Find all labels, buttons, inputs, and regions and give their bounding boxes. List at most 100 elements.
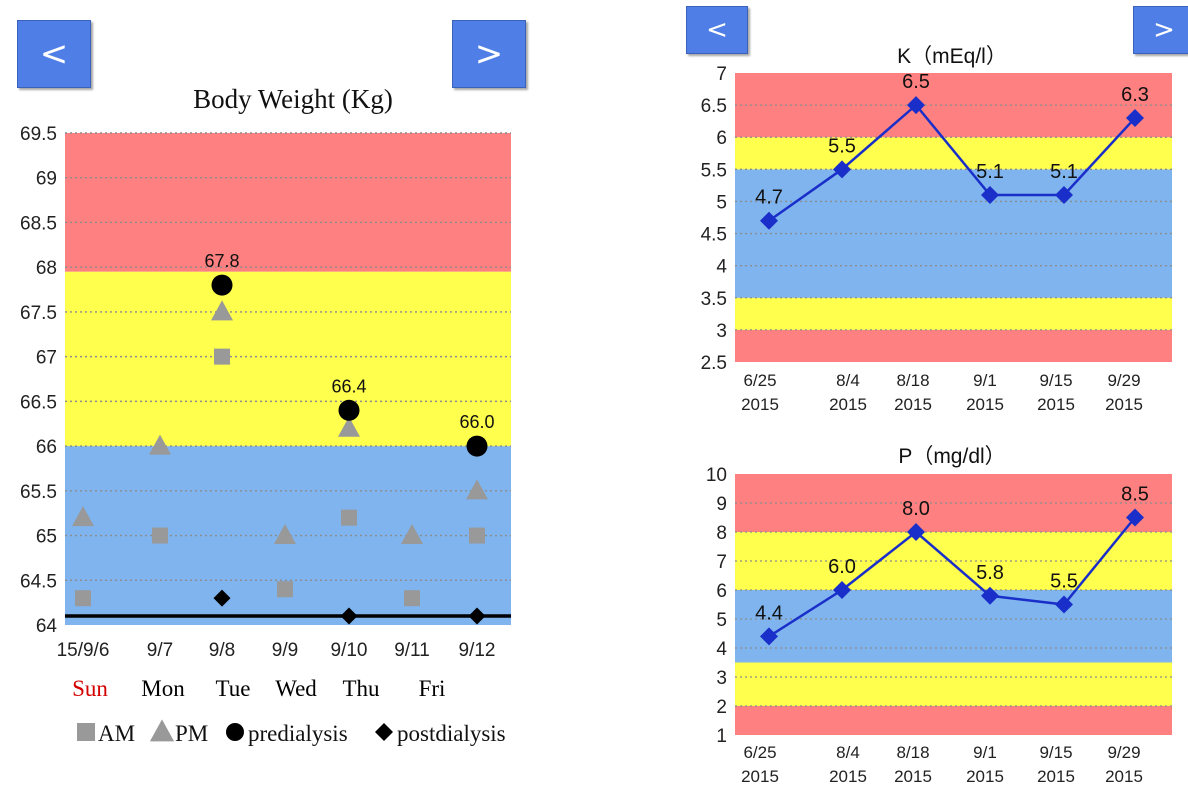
range-band [735,474,1172,532]
day-label: Sun [72,676,108,701]
range-band [735,662,1172,706]
data-label: 4.7 [755,187,783,209]
series-point [1055,186,1073,205]
data-label: 8.5 [1121,484,1149,506]
body-weight-next-button[interactable]: > [452,20,526,88]
x-tick-label: 9/29 [1107,743,1140,762]
x-tick-label: 9/15 [1039,371,1072,390]
y-tick-label: 65 [36,527,57,548]
y-tick-label: 3 [716,321,727,342]
x-tick-label: 9/29 [1107,371,1140,390]
y-tick-label: 5 [716,192,727,213]
x-tick-year: 2015 [966,767,1004,786]
y-tick-label: 6 [716,581,727,602]
x-tick-year: 2015 [741,395,779,414]
y-tick-label: 9 [716,494,727,515]
y-tick-label: 4 [716,257,727,278]
data-label: 67.8 [204,251,239,271]
x-tick-year: 2015 [894,767,932,786]
AM-point [277,581,293,598]
series-point [907,96,925,115]
y-tick-label: 64.5 [20,571,57,592]
AM-point [75,590,91,607]
series-line [768,103,1136,222]
AM-point [152,527,168,544]
body-weight-chart: 64 64.5 65 65.5 66 66.5 67 67.5 68 68.5 69 69.5 Body… [20,84,511,746]
x-tick-year: 2015 [829,767,867,786]
postdialysis-point [213,589,231,607]
data-label: 5.1 [1050,161,1078,183]
AM-point [341,509,357,526]
day-label: Tue [216,676,251,701]
y-tick-label: 2.5 [701,353,727,374]
series-line [768,516,1136,638]
y-tick-label: 68.5 [20,213,57,234]
data-label: 8.0 [902,498,930,520]
y-tick-label: 66 [36,437,57,458]
x-tick-label: 9/15 [1039,743,1072,762]
PM-point [149,434,171,455]
day-label: Thu [342,676,380,701]
x-tick-label: 9/10 [331,640,368,661]
x-tick-year: 2015 [741,767,779,786]
AM-point [469,527,485,544]
x-tick-label: 9/9 [272,640,298,661]
potassium-chart: 2.5 3 3.5 4 4.5 5 5.5 6 6.5 7 K（mEq/l） 6/25 2015 8/4 2… [701,45,1172,414]
series-point [1126,108,1144,127]
x-tick-year: 2015 [1037,395,1075,414]
legend-label-postdialysis: postdialysis [397,721,506,746]
range-band [735,329,1172,362]
AM-point [404,590,420,607]
legend-label-predialysis: predialysis [248,721,348,746]
x-tick-label: 9/7 [147,640,173,661]
data-label: 5.5 [1050,571,1078,593]
data-label: 6.3 [1121,84,1149,106]
x-tick-label: 9/12 [459,640,496,661]
series-point [1055,595,1073,614]
postdialysis-point [468,607,486,625]
x-tick-year: 2015 [1037,767,1075,786]
x-tick-label: 9/8 [209,640,235,661]
y-tick-label: 6.5 [701,96,727,117]
y-tick-label: 5 [716,610,727,631]
y-tick-label: 8 [716,523,727,544]
data-label: 5.5 [828,135,856,157]
y-tick-label: 66.5 [20,392,57,413]
PM-point [401,524,423,545]
x-tick-label: 8/4 [836,371,860,390]
series-point [760,211,778,230]
range-band [735,590,1172,663]
data-label: 66.0 [459,412,494,432]
day-label: Fri [419,676,446,701]
labs-prev-button[interactable]: < [686,6,748,54]
x-tick-year: 2015 [1105,767,1143,786]
x-tick-year: 2015 [1105,395,1143,414]
series-point [981,586,999,605]
chart-legend: AM PM predialysis postdialysis [77,719,506,746]
data-label: 5.1 [976,161,1004,183]
x-tick-label: 15/9/6 [57,640,110,661]
y-tick-label: 6 [716,128,727,149]
data-label: 6.0 [828,556,856,578]
legend-marker-AM [77,723,95,741]
x-tick-label: 6/25 [743,371,776,390]
y-tick-label: 64 [36,616,58,637]
y-tick-label: 69.5 [20,124,57,145]
y-tick-label: 4 [716,639,727,660]
data-label: 6.5 [902,71,930,93]
range-band [65,271,511,447]
legend-marker-postdialysis [375,723,393,741]
legend-marker-PM [149,719,175,742]
series-point [907,523,925,541]
body-weight-prev-button[interactable]: < [17,20,91,88]
predialysis-point [211,274,233,296]
PM-point [72,506,94,527]
y-tick-label: 5.5 [701,160,727,181]
predialysis-point [338,399,360,421]
day-label: Wed [275,676,317,701]
PM-point [274,524,296,545]
x-tick-label: 8/18 [896,371,929,390]
x-tick-label: 9/11 [394,640,430,661]
labs-next-button[interactable]: > [1133,6,1188,54]
